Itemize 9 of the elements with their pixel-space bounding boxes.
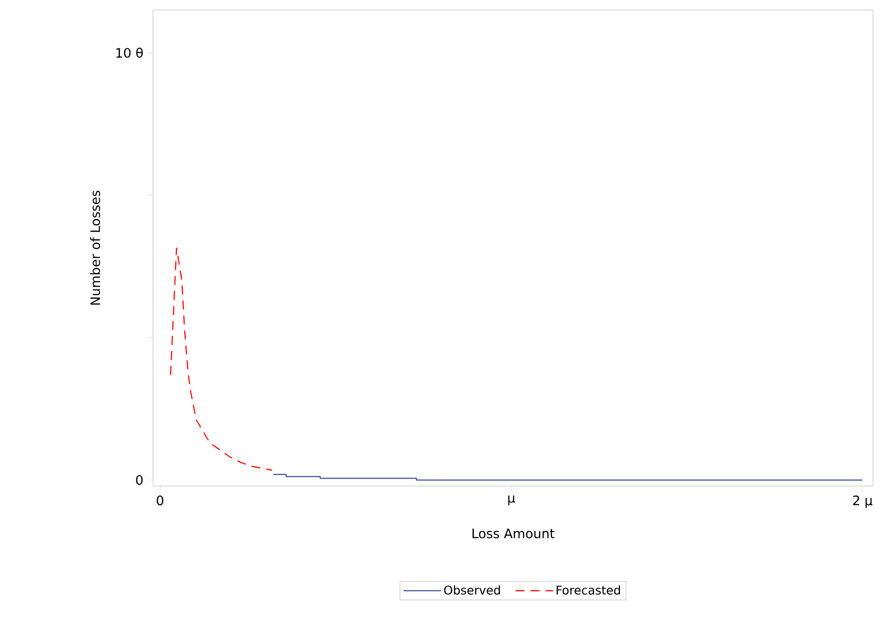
legend-label: Forecasted xyxy=(556,585,620,595)
x-tick-label: 2 μ xyxy=(853,496,872,508)
legend-label: Observed xyxy=(444,585,500,595)
y-axis-title: Number of Losses xyxy=(90,190,100,305)
line-series xyxy=(170,247,273,471)
x-tick-label: 0 xyxy=(156,496,164,506)
x-tick-label: μ xyxy=(508,496,516,506)
x-axis-title: Loss Amount xyxy=(472,528,554,538)
y-tick-label: 10 θ xyxy=(116,48,143,58)
